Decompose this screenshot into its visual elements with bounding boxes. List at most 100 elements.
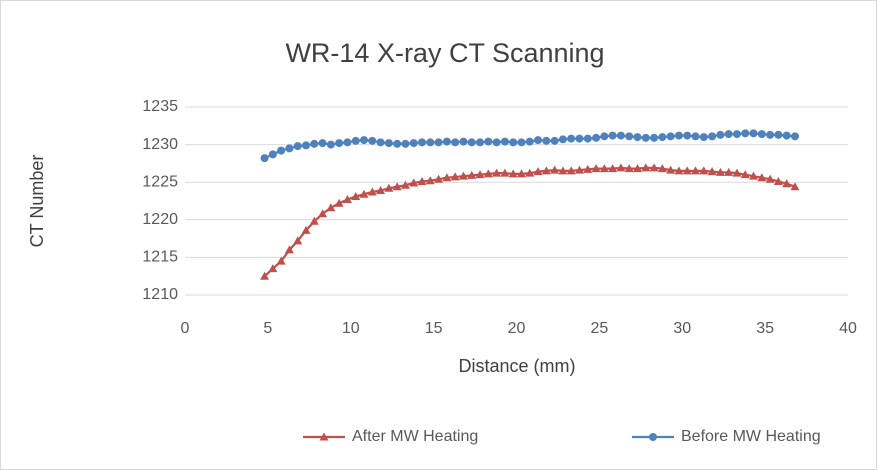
marker bbox=[574, 165, 584, 174]
marker bbox=[384, 183, 394, 192]
marker bbox=[268, 150, 277, 159]
marker bbox=[260, 154, 269, 163]
marker bbox=[732, 168, 742, 177]
marker bbox=[699, 133, 708, 142]
marker bbox=[674, 166, 684, 175]
marker bbox=[342, 194, 352, 203]
marker bbox=[683, 131, 692, 140]
marker bbox=[516, 169, 526, 178]
marker bbox=[741, 129, 750, 138]
marker bbox=[384, 139, 393, 148]
marker bbox=[310, 139, 319, 148]
marker bbox=[567, 134, 576, 143]
legend-marker bbox=[319, 432, 329, 441]
marker bbox=[368, 136, 377, 145]
marker bbox=[393, 139, 402, 148]
marker bbox=[360, 136, 369, 145]
marker bbox=[608, 164, 618, 173]
x-tick-label: 0 bbox=[181, 320, 190, 337]
marker bbox=[757, 130, 766, 139]
marker bbox=[417, 176, 427, 185]
marker bbox=[293, 236, 303, 245]
marker bbox=[724, 130, 733, 139]
marker bbox=[650, 133, 659, 142]
marker bbox=[367, 187, 377, 196]
marker bbox=[260, 271, 270, 280]
marker bbox=[285, 144, 294, 153]
marker bbox=[624, 164, 634, 173]
marker bbox=[301, 141, 310, 150]
x-tick-label: 10 bbox=[342, 320, 360, 337]
marker bbox=[790, 182, 800, 191]
marker bbox=[666, 165, 676, 174]
marker bbox=[649, 163, 659, 172]
x-tick-label: 30 bbox=[673, 320, 691, 337]
marker bbox=[542, 136, 551, 145]
marker bbox=[500, 168, 510, 177]
legend-marker bbox=[649, 433, 657, 441]
marker bbox=[708, 132, 717, 141]
marker bbox=[450, 172, 460, 181]
marker bbox=[575, 134, 584, 143]
marker bbox=[525, 168, 535, 177]
marker bbox=[434, 138, 443, 147]
marker bbox=[459, 137, 468, 146]
marker bbox=[268, 264, 278, 273]
marker bbox=[616, 163, 626, 172]
marker bbox=[451, 138, 460, 147]
marker bbox=[625, 132, 634, 141]
marker bbox=[409, 139, 418, 148]
marker bbox=[475, 170, 485, 179]
marker bbox=[301, 225, 311, 234]
marker bbox=[641, 133, 650, 142]
marker bbox=[699, 166, 709, 175]
marker bbox=[409, 178, 419, 187]
marker bbox=[740, 170, 750, 179]
x-tick-label: 35 bbox=[756, 320, 774, 337]
marker bbox=[509, 138, 518, 147]
marker bbox=[583, 164, 593, 173]
marker bbox=[773, 176, 783, 185]
marker bbox=[558, 166, 568, 175]
marker bbox=[641, 163, 651, 172]
marker bbox=[749, 129, 758, 138]
marker bbox=[790, 132, 799, 141]
marker bbox=[476, 138, 485, 147]
marker bbox=[517, 138, 526, 147]
y-tick-label: 1230 bbox=[142, 136, 178, 153]
y-tick-label: 1210 bbox=[142, 286, 178, 303]
y-tick-label: 1215 bbox=[142, 249, 178, 266]
marker bbox=[566, 166, 576, 175]
marker bbox=[599, 164, 609, 173]
marker bbox=[309, 216, 319, 225]
marker bbox=[616, 131, 625, 140]
x-tick-label: 5 bbox=[263, 320, 272, 337]
marker bbox=[558, 135, 567, 144]
y-tick-label: 1220 bbox=[142, 211, 178, 228]
marker bbox=[492, 138, 501, 147]
marker bbox=[749, 171, 759, 180]
marker bbox=[550, 136, 559, 145]
marker bbox=[757, 173, 767, 182]
marker bbox=[442, 173, 452, 182]
marker bbox=[633, 133, 642, 142]
marker bbox=[335, 139, 344, 148]
marker bbox=[458, 171, 468, 180]
marker bbox=[326, 203, 336, 212]
marker bbox=[591, 164, 601, 173]
marker bbox=[716, 130, 725, 139]
marker bbox=[600, 132, 609, 141]
y-axis-title: CT Number bbox=[27, 155, 47, 248]
marker bbox=[682, 166, 692, 175]
marker bbox=[666, 132, 675, 141]
marker bbox=[392, 182, 402, 191]
marker bbox=[657, 164, 667, 173]
marker bbox=[343, 138, 352, 147]
marker bbox=[534, 136, 543, 145]
marker bbox=[376, 138, 385, 147]
marker bbox=[782, 131, 791, 140]
marker bbox=[707, 167, 717, 176]
marker bbox=[766, 130, 775, 139]
marker bbox=[434, 174, 444, 183]
